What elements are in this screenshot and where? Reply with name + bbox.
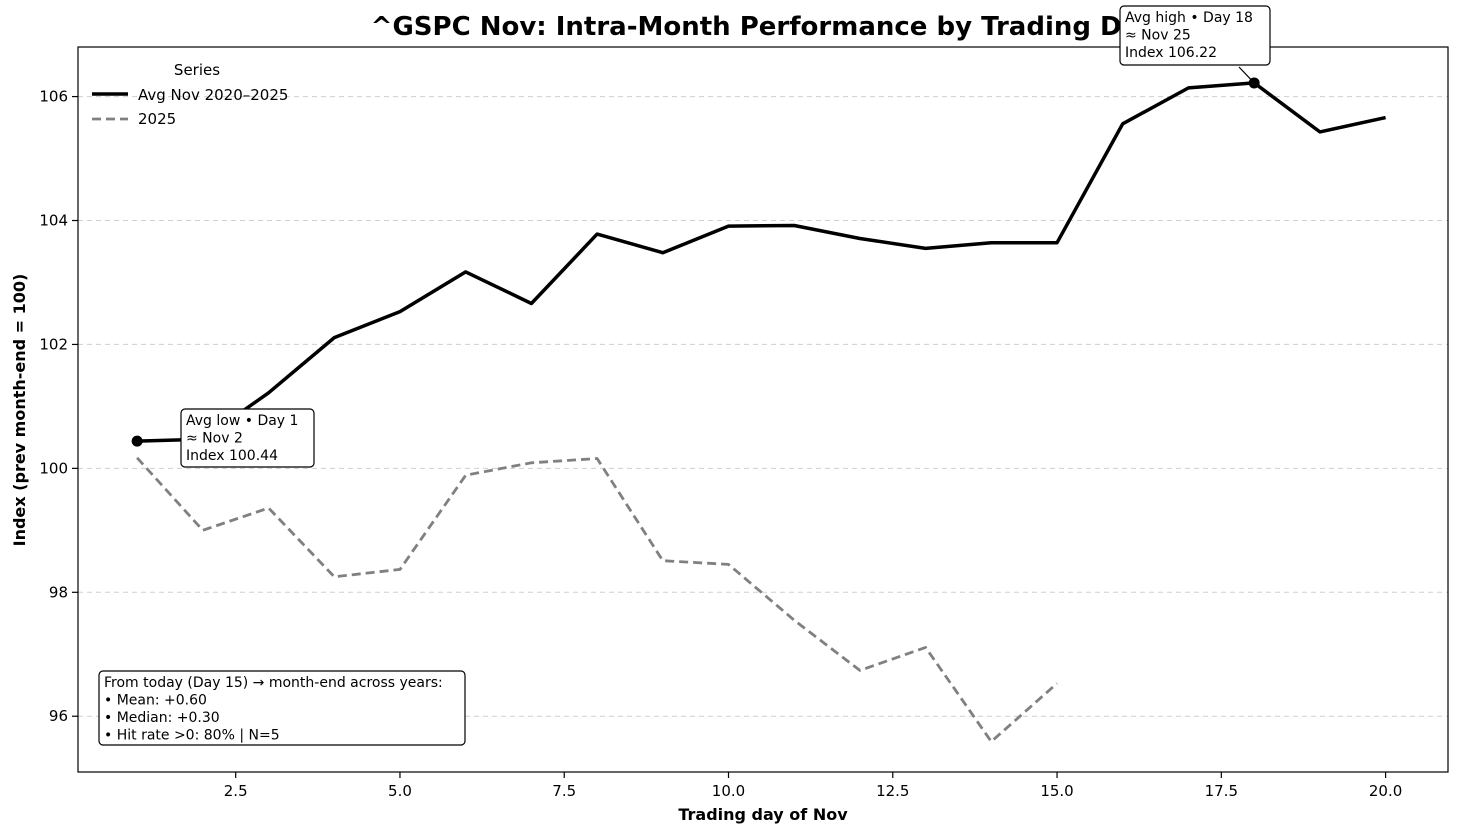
legend-title: Series — [174, 61, 220, 79]
y-tick-label: 102 — [39, 335, 68, 353]
grid — [78, 96, 1448, 717]
legend-label-2025: 2025 — [138, 110, 176, 128]
legend-label-avg: Avg Nov 2020–2025 — [138, 86, 288, 104]
low-marker — [131, 435, 143, 447]
y-tick-label: 100 — [39, 459, 68, 477]
x-tick-label: 15.0 — [1040, 782, 1073, 800]
y-tick-label: 98 — [49, 583, 68, 601]
x-tick-label: 10.0 — [712, 782, 745, 800]
legend: Series Avg Nov 2020–2025 2025 — [92, 61, 288, 128]
stats-annotation-text: From today (Day 15) → month-end across y… — [104, 675, 443, 691]
x-tick-label: 5.0 — [388, 782, 412, 800]
x-axis-ticks: 2.5 5.0 7.5 10.0 12.5 15.0 17.5 20.0 — [224, 772, 1402, 800]
x-tick-label: 20.0 — [1369, 782, 1402, 800]
stats-annotation-text: • Mean: +0.60 — [104, 693, 207, 709]
x-tick-label: 7.5 — [552, 782, 576, 800]
low-annotation-text: Index 100.44 — [186, 448, 278, 464]
high-annotation-box — [1119, 5, 1271, 66]
high-annotation-text: Index 106.22 — [1125, 45, 1217, 61]
low-annotation-text: ≈ Nov 2 — [186, 431, 243, 447]
stats-annotation-text: • Median: +0.30 — [104, 710, 220, 726]
low-annotation-text: Avg low • Day 1 — [186, 413, 298, 429]
x-tick-label: 12.5 — [876, 782, 909, 800]
series-line-avg — [137, 81, 1386, 443]
series-line-2025 — [136, 456, 1058, 743]
chart-title: ^GSPC Nov: Intra-Month Performance by Tr… — [371, 12, 1156, 42]
high-annotation-text: ≈ Nov 25 — [1125, 28, 1191, 44]
y-tick-label: 96 — [49, 707, 68, 725]
y-tick-label: 106 — [39, 88, 68, 106]
x-axis-label: Trading day of Nov — [678, 805, 848, 824]
stats-annotation-box — [98, 670, 466, 746]
high-annotation-text: Avg high • Day 18 — [1125, 10, 1253, 26]
low-annotation-box — [180, 408, 315, 468]
stats-annotation-text: • Hit rate >0: 80% | N=5 — [104, 728, 280, 744]
x-tick-label: 17.5 — [1205, 782, 1238, 800]
plot-frame — [77, 46, 1449, 773]
y-axis-label: Index (prev month-end = 100) — [10, 274, 29, 547]
high-marker — [1248, 77, 1260, 89]
x-tick-label: 2.5 — [224, 782, 248, 800]
y-axis-ticks: 96 98 100 102 104 106 — [39, 88, 78, 725]
y-tick-label: 104 — [39, 212, 68, 230]
series-layer — [136, 81, 1386, 743]
